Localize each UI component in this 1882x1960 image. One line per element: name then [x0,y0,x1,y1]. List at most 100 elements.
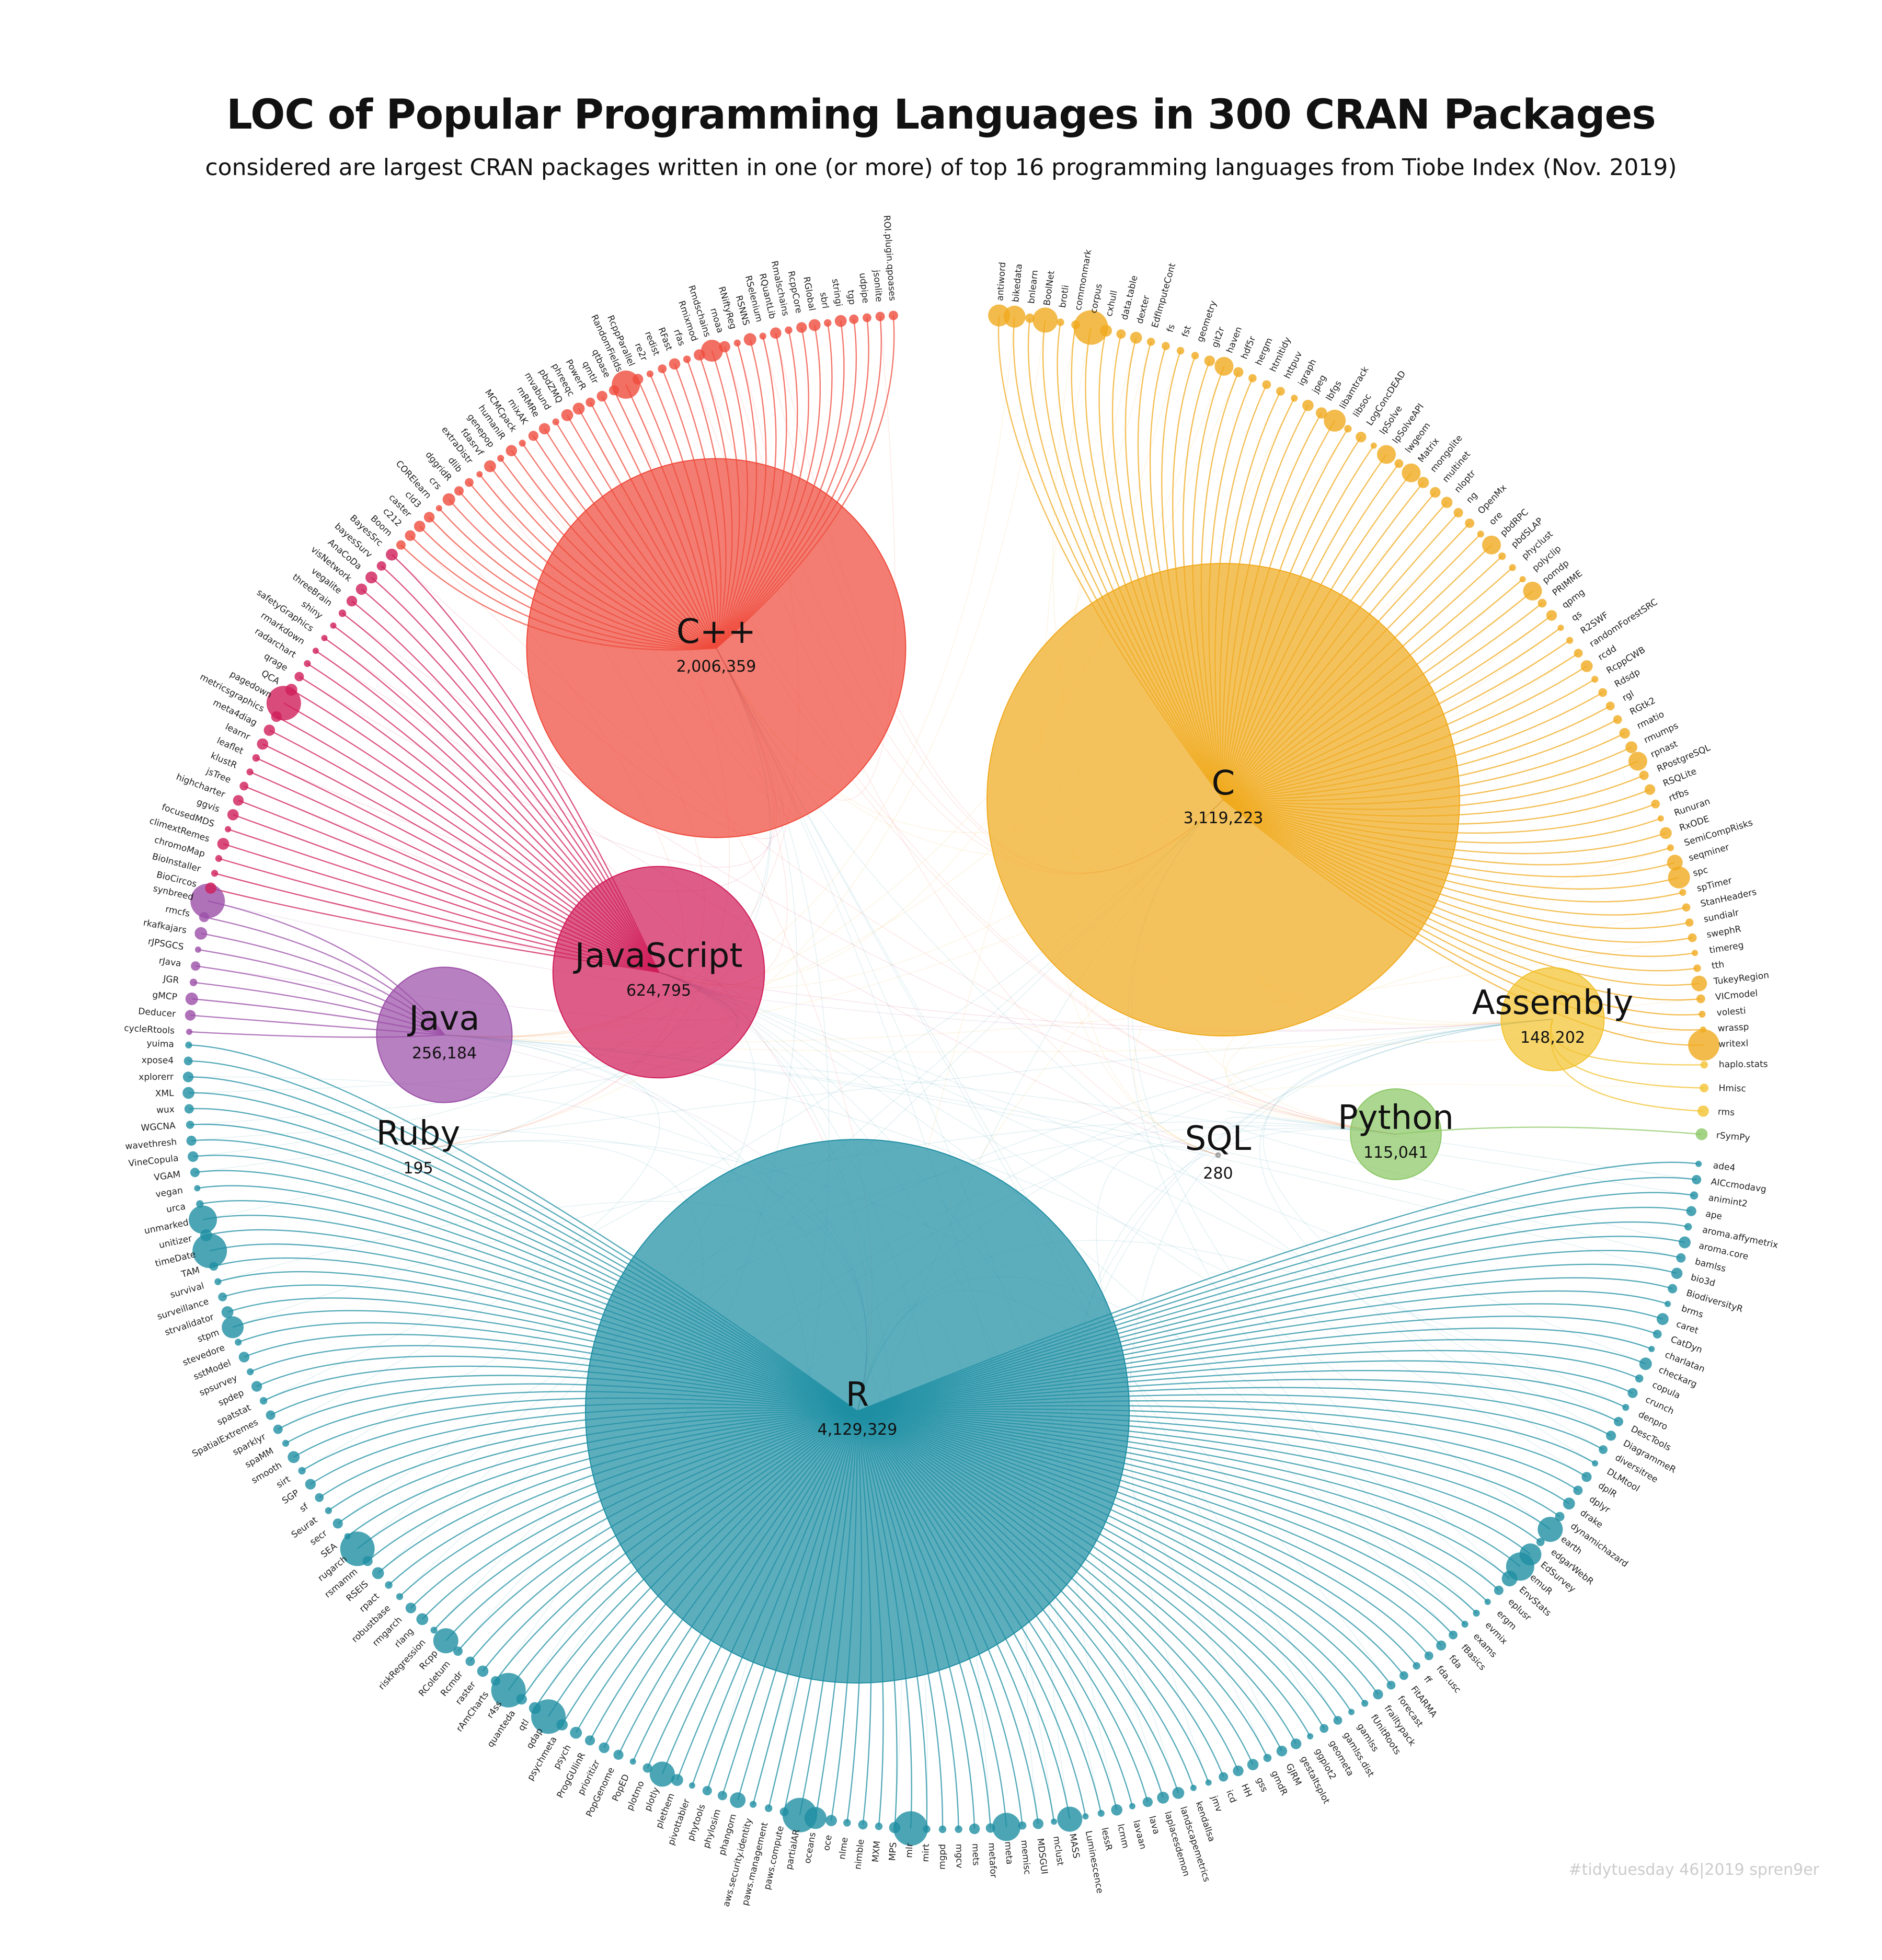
package-label: rkafkajars [142,918,187,936]
package-node [1657,1313,1669,1325]
package-node [570,1726,582,1739]
package-node [305,1479,316,1490]
package-label: MASS [1067,1833,1082,1860]
package-node [586,397,595,407]
package-label: mirt [921,1843,932,1862]
package-label: qdap [524,1726,545,1751]
package-label: lavaan [1131,1819,1148,1850]
package-label: ape [1705,1209,1723,1222]
package-node [246,768,254,776]
language-loc: 115,041 [1363,1144,1428,1162]
package-node [1651,799,1660,809]
package-node [1191,352,1199,360]
language-loc: 624,795 [626,982,691,1000]
package-node [719,341,730,353]
package-node [1695,1128,1708,1140]
package-node [1676,1253,1686,1263]
package-node [1205,1779,1212,1786]
package-label: secr [308,1528,329,1548]
package-label: rcdd [1596,643,1618,663]
package-label: haplo.stats [1719,1059,1768,1070]
language-hubs [376,458,1605,1684]
package-label: meta [1002,1841,1014,1865]
language-name: JavaScript [573,937,743,975]
package-label: antiword [995,262,1008,302]
package-node [405,530,416,541]
package-label: hdf5r [1239,335,1258,361]
package-label: sundialr [1703,907,1740,925]
package-node [1537,598,1547,608]
package-label: jpeg [1310,373,1329,396]
package-node [528,431,538,441]
package-node [185,1010,196,1021]
package-label: unmarked [143,1217,189,1236]
package-node [875,1823,883,1830]
package-node [184,1104,194,1114]
package-node [1262,380,1271,389]
package-node [194,927,208,940]
package-node [785,326,793,334]
package-node [190,1168,200,1178]
package-label: dexter [1134,294,1152,325]
package-node [497,455,504,462]
package-node [1130,331,1142,344]
cross-edge [214,873,1553,1031]
package-node [1370,442,1377,449]
language-name: SQL [1185,1120,1252,1158]
package-node [325,1507,332,1514]
package-node [233,795,244,806]
package-node [1622,1404,1629,1411]
package-node [189,1205,217,1234]
package-label: cxhull [1104,290,1120,317]
package-node [992,1813,1021,1841]
package-node [1566,637,1574,644]
package-node [1441,497,1453,508]
language-name: C++ [676,613,756,651]
package-node [1233,367,1244,377]
package-node [321,635,328,641]
cross-edge [194,1019,1553,1173]
package-node [1627,1388,1638,1398]
package-node [192,1233,227,1269]
cross-edge [1048,1019,1553,1819]
package-label: udpipe [857,272,870,304]
package-node [282,1439,290,1447]
package-node [344,1533,351,1540]
package-node [796,322,807,333]
package-node [338,609,347,617]
package-node [1619,728,1630,739]
package-node [552,418,559,425]
package-node [1073,310,1108,345]
package-node [1276,387,1285,396]
package-node [1688,1029,1720,1061]
package-node [519,440,526,447]
package-node [1082,1813,1089,1820]
package-node [1598,688,1608,697]
cross-edge [208,901,1553,1032]
package-label: lava [1146,1815,1162,1836]
package-node [183,1056,193,1066]
cross-edge [1069,1129,1396,1810]
package-node [238,1352,250,1363]
package-node [1291,395,1298,402]
package-node [1574,649,1583,658]
package-label: JGR [162,974,179,986]
package-node [218,1293,227,1301]
package-label: xplorerr [139,1072,174,1082]
package-node [1648,1346,1655,1352]
package-label: icd [1224,1789,1238,1804]
package-label: rmcfs [165,904,191,919]
language-loc: 4,129,329 [818,1421,898,1439]
package-node [1157,1792,1169,1804]
package-label: stpm [196,1327,221,1344]
package-label: survival [169,1281,205,1300]
package-node [858,1820,868,1830]
package-node [332,1518,343,1529]
package-node [252,754,260,762]
package-node [186,1135,197,1146]
package-label: Deducer [138,1006,176,1019]
package-node [1697,1105,1709,1117]
package-node [893,1811,928,1846]
package-node [1324,409,1346,432]
package-node [189,978,198,986]
